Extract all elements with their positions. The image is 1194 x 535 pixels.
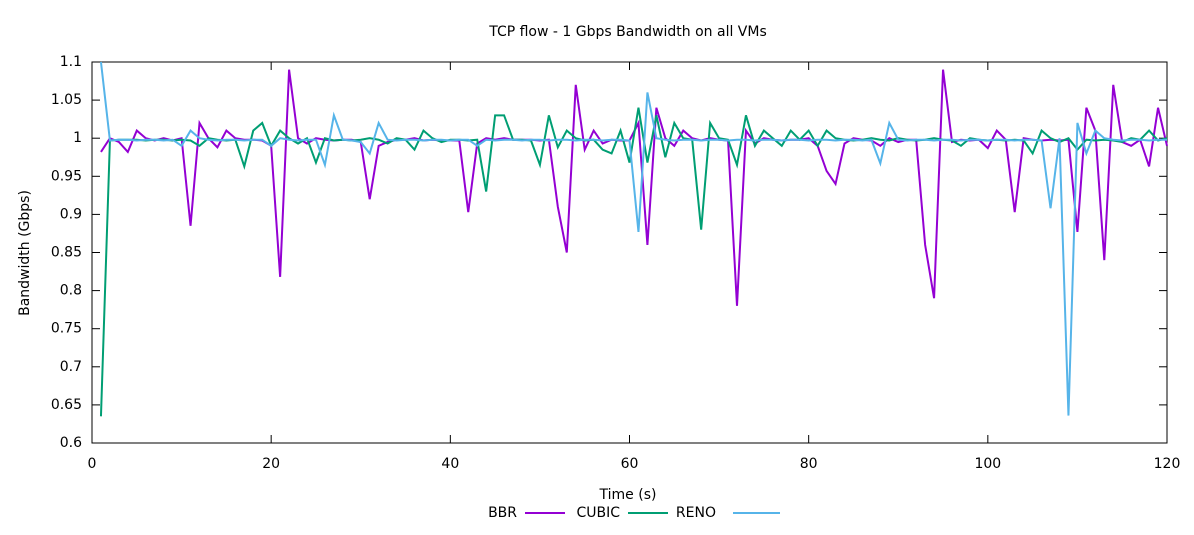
x-tick-label: 0 — [88, 456, 97, 472]
y-tick-label: 0.85 — [51, 245, 82, 261]
legend-label: RENO — [676, 505, 716, 521]
x-tick-label: 20 — [262, 456, 280, 472]
y-tick-label: 0.7 — [60, 359, 82, 375]
legend-label: BBR — [488, 505, 517, 521]
legend-label: CUBIC — [576, 505, 620, 521]
y-tick-label: 0.6 — [60, 435, 82, 451]
x-tick-label: 120 — [1154, 456, 1181, 472]
y-tick-label: 1.05 — [51, 92, 82, 108]
plot-frame — [91, 61, 1168, 444]
y-tick-label: 0.8 — [60, 283, 82, 299]
x-axis-label: Time (s) — [599, 487, 657, 503]
y-tick-label: 0.75 — [51, 321, 82, 337]
y-tick-label: 1 — [73, 130, 82, 146]
x-tick-label: 100 — [974, 456, 1001, 472]
y-tick-label: 0.65 — [51, 397, 82, 413]
x-tick-label: 80 — [800, 456, 818, 472]
y-tick-label: 0.9 — [60, 206, 82, 222]
series-line — [99, 61, 1167, 416]
chart-title: TCP flow - 1 Gbps Bandwidth on all VMs — [488, 24, 767, 40]
x-tick-label: 60 — [621, 456, 639, 472]
x-tick-label: 40 — [441, 456, 459, 472]
y-tick-label: 1.1 — [60, 54, 82, 70]
y-tick-label: 0.95 — [51, 168, 82, 184]
y-axis-label: Bandwidth (Gbps) — [17, 190, 33, 316]
